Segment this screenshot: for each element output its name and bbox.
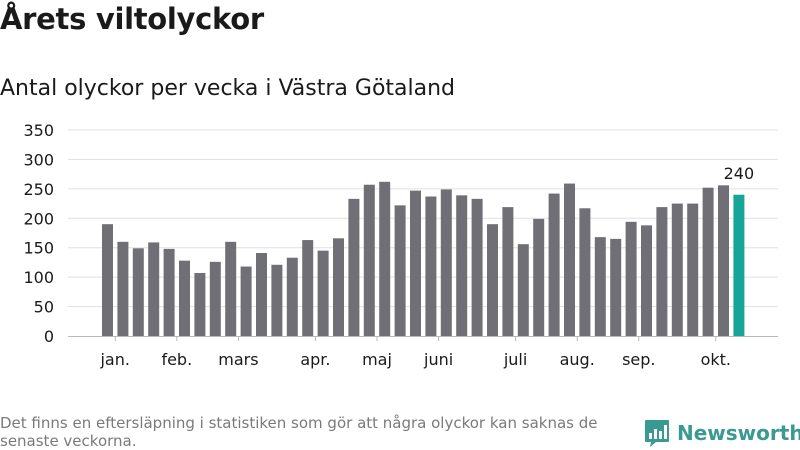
bar [641,225,652,336]
x-tick-label: sep. [622,350,655,369]
x-tick-label: juni [423,350,453,369]
bar [410,190,421,336]
bar [548,193,560,336]
chart-title: Årets viltolyckor [0,2,264,36]
chart-subtitle: Antal olyckor per vecka i Västra Götalan… [0,76,456,101]
bar [687,203,699,336]
bar [271,264,283,336]
bar [163,248,175,336]
y-tick-label: 100 [23,268,54,287]
y-tick-label: 0 [44,327,54,346]
brand-name: Newsworthy [677,421,800,445]
bar [517,244,529,336]
y-tick-label: 150 [23,239,54,258]
newsworthy-logo-icon [645,420,669,447]
bar [317,250,329,336]
bar [671,203,683,336]
x-tick-label: apr. [300,350,330,369]
bar [194,273,206,336]
bar [625,221,637,336]
bar [132,248,144,336]
y-tick-label: 50 [34,298,54,317]
x-tick-label: okt. [701,350,731,369]
bar [148,242,160,336]
bar [286,257,298,336]
bar [117,241,129,336]
bar [363,184,375,336]
bar [610,238,622,336]
bar [702,187,714,336]
bar [379,181,391,336]
y-tick-label: 350 [23,121,54,140]
bar [564,183,575,336]
x-tick-label: mars [218,350,258,369]
bar [656,207,668,336]
bar [579,208,591,336]
x-tick-label: aug. [560,350,595,369]
x-tick-label: maj [362,350,392,369]
bar-chart: 0 50 100 150 200 250 300 350 jan. feb. mars apr. maj… [23,121,778,369]
footnote: Det finns en eftersläpning i statistiken… [0,414,598,450]
bar [333,238,344,336]
bar [533,218,545,336]
x-tick-label: juli [503,350,527,369]
brand-logo[interactable]: Newsworthy [644,419,800,447]
highlight-data-label: 240 [724,164,755,183]
bar [456,195,468,336]
bar [487,224,498,336]
y-tick-label: 250 [23,180,54,199]
bar [209,261,221,336]
bar [440,189,452,336]
bar [718,185,729,336]
bar [394,205,406,336]
bar [179,260,190,336]
bar [348,198,360,336]
bar [471,198,483,336]
bar [302,240,314,336]
bar [256,253,267,336]
x-tick-label: jan. [99,350,129,369]
bar-highlight [733,194,745,336]
y-tick-label: 200 [23,209,54,228]
bar [425,196,437,336]
bar [102,224,113,336]
y-tick-label: 300 [23,150,54,169]
bar [225,241,237,336]
bar [502,207,514,336]
bar [594,237,606,336]
x-tick-label: feb. [161,350,192,369]
bar [240,266,252,336]
